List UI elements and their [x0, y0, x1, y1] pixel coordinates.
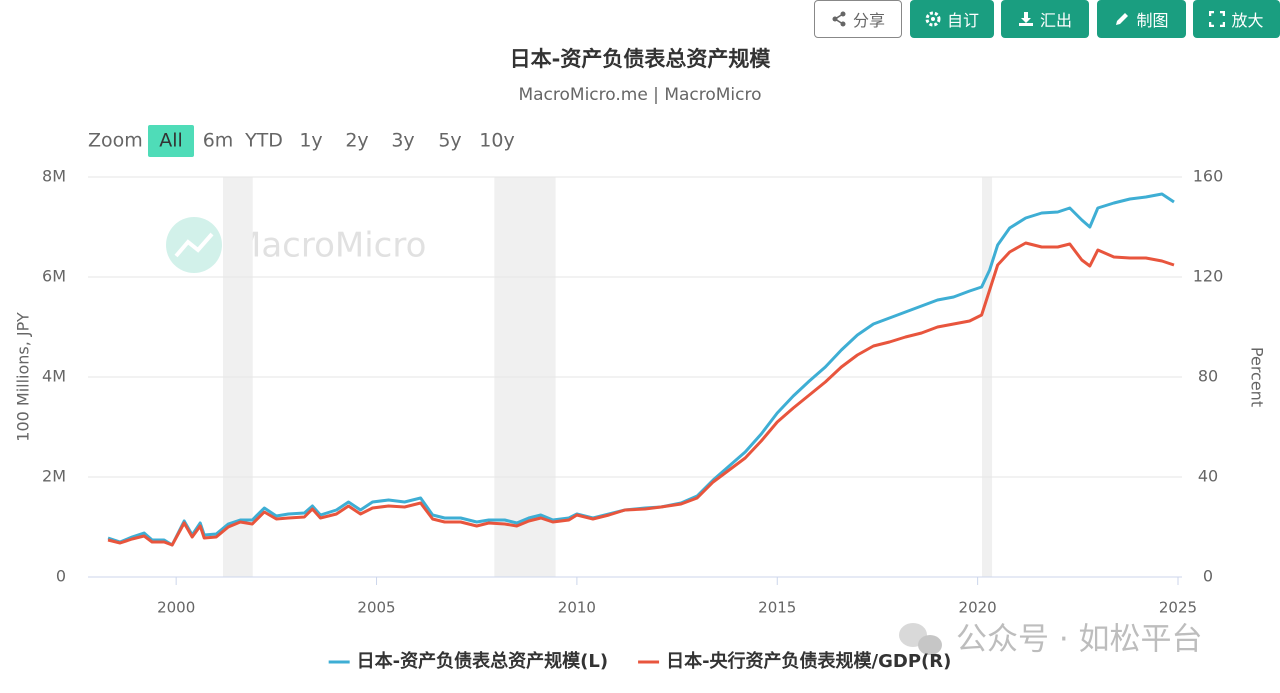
- y-tick-label: 0: [56, 567, 66, 586]
- zoom-option[interactable]: 2y: [345, 130, 368, 152]
- y-tick-label: 4M: [42, 367, 66, 386]
- expand-button[interactable]: 放大: [1193, 0, 1280, 38]
- legend-item[interactable]: 日本-资产负债表总资产规模(L): [328, 650, 608, 672]
- draw-button[interactable]: 制图: [1097, 0, 1186, 38]
- customize-button[interactable]: 自订: [910, 0, 994, 38]
- wechat-icon: [918, 635, 942, 655]
- wechat-overlay: 公众号 · 如松平台: [899, 622, 1203, 658]
- watermark-text: MacroMicro: [232, 226, 426, 266]
- zoom-option[interactable]: All: [148, 125, 194, 157]
- zoom-option[interactable]: 10y: [479, 130, 514, 152]
- zoom-option[interactable]: 3y: [391, 130, 414, 152]
- y2-axis-title: Percent: [1248, 347, 1267, 407]
- zoom-option-label[interactable]: 3y: [391, 130, 414, 152]
- overlay-text: 公众号 · 如松平台: [956, 622, 1203, 658]
- x-tick-label: 2015: [758, 599, 796, 617]
- legend-label: 日本-资产负债表总资产规模(L): [357, 650, 608, 672]
- zoom-label: Zoom: [88, 130, 143, 152]
- zoom-option[interactable]: 1y: [299, 130, 322, 152]
- y2-tick-label: 80: [1198, 367, 1218, 386]
- button-label: 汇出: [1039, 11, 1072, 30]
- expand-icon: [1209, 11, 1226, 27]
- chart-title: 日本-资产负债表总资产规模: [510, 47, 772, 71]
- button-label: 分享: [852, 11, 885, 30]
- x-tick-label: 2020: [959, 599, 997, 617]
- x-tick-label: 2000: [157, 599, 195, 617]
- x-tick-label: 2025: [1159, 599, 1197, 617]
- legend-item[interactable]: 日本-央行资产负债表规模/GDP(R): [638, 650, 951, 672]
- zoom-option-label[interactable]: All: [159, 130, 183, 152]
- y2-tick-label: 40: [1198, 467, 1218, 486]
- zoom-option[interactable]: 6m: [203, 130, 234, 152]
- zoom-option-label[interactable]: 2y: [345, 130, 368, 152]
- button-label: 放大: [1231, 11, 1264, 30]
- zoom-option-label[interactable]: 6m: [203, 130, 234, 152]
- watermark-logo-line: [174, 232, 214, 258]
- download-icon: [1018, 12, 1033, 26]
- button-label: 制图: [1136, 11, 1169, 30]
- watermark: MacroMicro: [166, 217, 426, 273]
- button-label: 自订: [946, 11, 979, 30]
- export-button[interactable]: 汇出: [1001, 0, 1089, 38]
- zoom-option[interactable]: 5y: [438, 130, 461, 152]
- watermark-logo: [166, 217, 222, 273]
- zoom-option-label[interactable]: YTD: [244, 130, 283, 152]
- y2-tick-label: 0: [1203, 567, 1213, 586]
- y2-tick-label: 160: [1193, 167, 1224, 186]
- x-tick-label: 2005: [357, 599, 395, 617]
- y-tick-label: 6M: [42, 267, 66, 286]
- share-icon: [832, 11, 846, 27]
- series-line: [107, 241, 1175, 547]
- y-axis-title: 100 Millions, JPY: [14, 312, 33, 442]
- zoom-option-bg: [148, 125, 194, 157]
- y-tick-label: 2M: [42, 467, 66, 486]
- legend-label: 日本-央行资产负债表规模/GDP(R): [666, 650, 951, 672]
- y2-tick-label: 120: [1193, 267, 1224, 286]
- y-tick-label: 8M: [42, 167, 66, 186]
- zoom-option-label[interactable]: 5y: [438, 130, 461, 152]
- zoom-option-label[interactable]: 10y: [479, 130, 514, 152]
- pencil-icon: [1116, 13, 1129, 25]
- zoom-option-label[interactable]: 1y: [299, 130, 322, 152]
- share-button[interactable]: 分享: [814, 0, 902, 38]
- chart-subtitle: MacroMicro.me | MacroMicro: [518, 85, 761, 105]
- x-tick-label: 2010: [558, 599, 596, 617]
- zoom-option[interactable]: YTD: [244, 130, 283, 152]
- gear-icon: [925, 11, 941, 27]
